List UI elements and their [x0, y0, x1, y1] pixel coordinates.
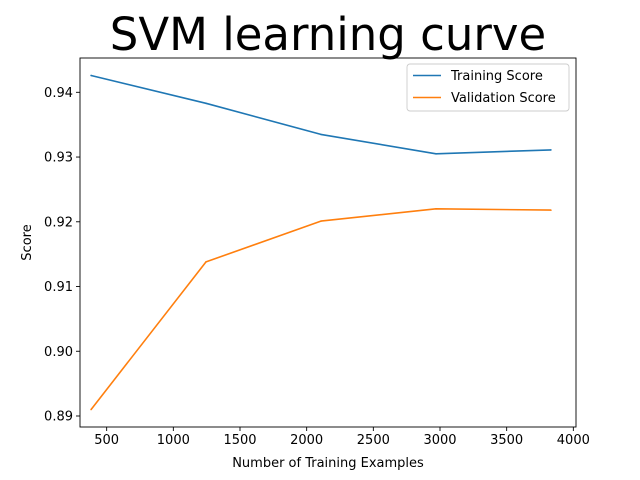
training-score-point: [205, 102, 207, 105]
y-tick-label: 0.94: [44, 86, 73, 101]
y-axis-ticks: 0.89 0.90 0.91 0.92 0.93 0.94: [44, 86, 80, 424]
validation-score-point: [550, 209, 552, 211]
x-tick-label: 4000: [557, 433, 590, 448]
y-tick-label: 0.91: [44, 280, 73, 295]
y-tick-label: 0.90: [44, 345, 73, 360]
training-score-point: [90, 74, 92, 77]
series-lines: [90, 74, 552, 411]
x-tick-label: 1500: [223, 433, 256, 448]
validation-score-point: [435, 208, 437, 210]
x-axis-ticks: 500 1000 1500 2000 2500 3000 3500 4000: [94, 427, 590, 448]
x-tick-label: 500: [94, 433, 119, 448]
plot-area-frame: [79, 57, 577, 428]
y-tick-label: 0.92: [44, 215, 73, 230]
y-axis-label: Score: [20, 224, 35, 260]
legend-box: [406, 63, 570, 112]
training-score-point: [320, 133, 322, 136]
chart-title: SVM learning curve: [110, 8, 546, 61]
legend: Training Score Validation Score: [406, 63, 570, 112]
legend-label-training: Training Score: [450, 69, 543, 84]
y-tick-label: 0.93: [44, 151, 73, 166]
training-score-point: [550, 149, 552, 151]
validation-score-point: [320, 220, 322, 222]
y-tick-label: 0.89: [44, 409, 73, 424]
training-score-point: [435, 153, 437, 155]
validation-score-point: [205, 261, 207, 263]
x-tick-label: 2000: [290, 433, 323, 448]
legend-label-validation: Validation Score: [451, 91, 556, 106]
x-axis-label: Number of Training Examples: [232, 456, 424, 471]
x-tick-label: 3000: [423, 433, 456, 448]
validation-score-point: [90, 408, 92, 411]
x-tick-label: 3500: [490, 433, 523, 448]
x-tick-label: 1000: [157, 433, 190, 448]
x-tick-label: 2500: [357, 433, 390, 448]
